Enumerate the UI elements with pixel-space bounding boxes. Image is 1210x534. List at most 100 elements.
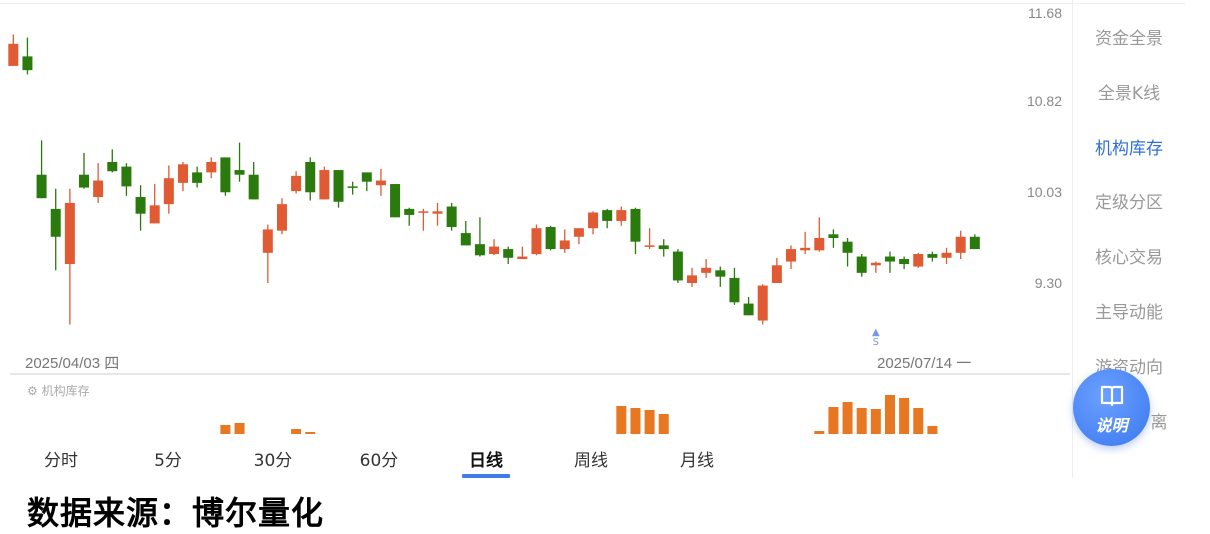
indicator-bar: [842, 402, 853, 434]
tab-daily[interactable]: 日线: [469, 451, 503, 471]
indicator-bar: [828, 407, 839, 434]
sidebar-item-rating-zone[interactable]: 定级分区: [1095, 193, 1163, 213]
candle-up: [489, 246, 500, 255]
candle-up: [375, 180, 386, 186]
candle-down: [22, 56, 33, 71]
candle-up: [163, 178, 174, 205]
indicator-bar: [220, 425, 231, 434]
candle-down: [460, 233, 471, 246]
candle-down: [404, 208, 415, 215]
signal-label: S: [872, 337, 879, 348]
gear-icon: ⚙: [27, 384, 38, 398]
candle-down: [121, 166, 132, 187]
indicator-bar: [305, 432, 316, 434]
candle-down: [390, 184, 401, 218]
candlestick-chart[interactable]: [0, 0, 1072, 440]
candle-down: [347, 186, 358, 188]
candle-up: [687, 275, 698, 283]
candle-up: [701, 267, 712, 273]
candle-down: [333, 170, 344, 202]
candle-down: [305, 161, 316, 193]
sidebar-item-panorama-kline[interactable]: 全景K线: [1097, 84, 1161, 104]
candle-up: [8, 43, 19, 66]
indicator-name: 机构库存: [41, 384, 90, 398]
indicator-label: ⚙ 机构库存: [27, 382, 90, 399]
indicator-bar: [814, 431, 825, 434]
candle-up: [588, 212, 599, 229]
candle-up: [177, 164, 188, 183]
tab-weekly[interactable]: 周线: [574, 451, 608, 471]
candle-down: [503, 249, 514, 258]
candle-up: [644, 245, 655, 247]
sidebar-item-fund-overview[interactable]: 资金全景: [1095, 29, 1163, 49]
signal-marker: ▲ S: [870, 328, 882, 348]
candle-up: [149, 205, 160, 224]
candle-down: [220, 157, 231, 193]
candle-up: [531, 228, 542, 255]
candle-up: [573, 228, 584, 237]
candle-down: [248, 174, 259, 200]
candle-up: [262, 229, 273, 253]
candle-down: [36, 174, 47, 199]
indicator-bar: [870, 409, 881, 434]
sidebar-divider: [1072, 0, 1073, 478]
tab-5min[interactable]: 5分: [154, 451, 182, 471]
candle-up: [206, 161, 217, 173]
candle-down: [361, 172, 372, 182]
indicator-bar: [856, 408, 867, 434]
tab-30min[interactable]: 30分: [253, 451, 293, 471]
candle-down: [630, 208, 641, 242]
candle-up: [814, 237, 825, 251]
candle-up: [757, 285, 768, 321]
candle-up: [913, 254, 924, 267]
candle-up: [559, 240, 570, 250]
help-label: 说明: [1095, 416, 1128, 435]
candle-up: [517, 256, 528, 260]
candle-down: [842, 241, 853, 253]
candle-down: [234, 170, 245, 175]
tab-minute[interactable]: 分时: [44, 451, 78, 471]
candle-down: [107, 161, 118, 172]
candle-down: [602, 210, 613, 221]
candle-down: [927, 254, 938, 258]
candle-down: [884, 256, 895, 262]
candle-up: [64, 202, 75, 265]
candle-up: [616, 210, 627, 221]
indicator-bar: [884, 395, 895, 434]
price-tick: 11.68: [1028, 5, 1062, 21]
candle-down: [50, 208, 61, 237]
candle-down: [192, 172, 203, 183]
indicator-bar: [291, 429, 302, 434]
sidebar-item-momentum[interactable]: 主导动能: [1095, 303, 1163, 323]
candle-up: [291, 175, 302, 192]
data-source: 数据来源：博尔量化: [27, 494, 325, 532]
candle-down: [135, 197, 146, 214]
candle-down: [856, 256, 867, 273]
book-icon: [1100, 385, 1124, 407]
candle-down: [899, 259, 910, 265]
chart-divider: [10, 373, 1070, 375]
candle-up: [941, 252, 952, 258]
indicator-bar: [234, 423, 245, 434]
candle-up: [800, 247, 811, 251]
candle-down: [729, 277, 740, 303]
indicator-bar: [899, 398, 910, 434]
tab-monthly[interactable]: 月线: [680, 451, 714, 471]
candle-down: [474, 244, 485, 256]
candle-down: [79, 174, 89, 188]
tab-60min[interactable]: 60分: [359, 451, 399, 471]
sidebar-item-partial[interactable]: 离: [1150, 413, 1168, 433]
candle-up: [870, 262, 881, 266]
candle-up: [955, 236, 966, 253]
sidebar-item-institution-inventory[interactable]: 机构库存: [1095, 139, 1163, 159]
indicator-bar: [913, 408, 924, 434]
candle-down: [545, 227, 556, 250]
candle-down: [969, 236, 980, 250]
candle-up: [432, 211, 443, 214]
top-divider: [0, 3, 1185, 4]
help-button[interactable]: 说明: [1073, 369, 1150, 446]
candle-up: [771, 265, 782, 283]
indicator-bar: [644, 410, 655, 434]
sidebar-item-core-trading[interactable]: 核心交易: [1095, 248, 1163, 268]
candle-down: [446, 206, 457, 228]
